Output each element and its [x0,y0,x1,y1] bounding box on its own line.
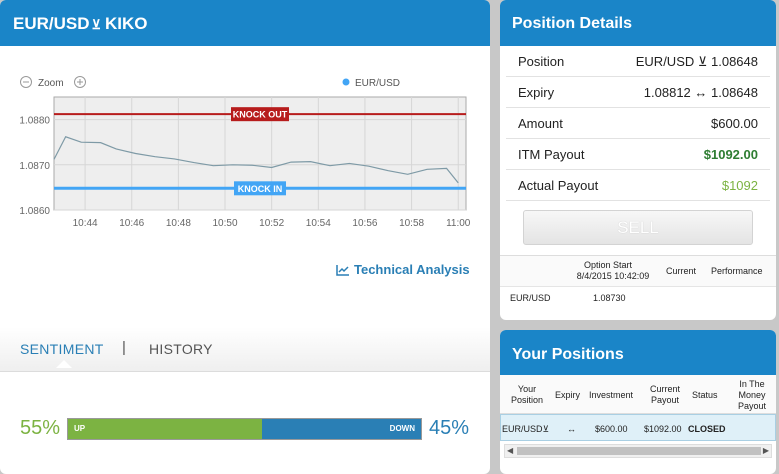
col-itm-payout: In The Money Payout [737,379,767,411]
detail-row-expiry: Expiry 1.08812 ↔ 1.08648 [506,77,770,108]
col-investment: Investment [589,390,634,400]
row-investment: $600.00 [595,424,628,434]
technical-analysis-link[interactable]: Technical Analysis [336,261,470,277]
scrollbar-thumb[interactable] [517,447,761,455]
y-tick-label: 1.0870 [19,161,50,172]
detail-key: Actual Payout [518,178,599,193]
trade-panel: EUR/USD ⊻ KIKO Zoom EUR/USD 1.0880 1.0870 1.… [0,0,490,474]
price-chart[interactable]: Zoom EUR/USD 1.0880 1.0870 1.0860 10:44 10:… [0,60,490,260]
legend-label: EUR/USD [355,78,400,89]
detail-value: $1092 [721,178,758,193]
knock-in-label: KNOCK IN [238,184,283,194]
legend-dot [342,78,350,86]
zoom-out-icon[interactable] [20,76,32,88]
knock-out-badge [231,107,289,122]
x-tick-label: 10:48 [166,218,191,229]
your-positions-title: Your Positions [500,330,776,375]
table-row[interactable]: EUR/USD⊻ ↔ $600.00 $1092.00 CLOSED [500,414,776,441]
position-details-title: Position Details [500,0,776,46]
col-expiry: Expiry [555,390,581,400]
row-current-payout: $1092.00 [644,424,682,434]
x-tick-label: 10:44 [73,218,98,229]
x-tick-label: 10:50 [213,218,238,229]
technical-analysis-label: Technical Analysis [354,262,470,278]
your-positions-panel: Your Positions Your Position Expiry Inve… [500,330,776,474]
sentiment-up-label: UP [74,424,86,433]
x-tick-label: 10:58 [399,218,424,229]
detail-value: $1092.00 [703,147,758,162]
option-table-header: Option Start 8/4/2015 10:42:09 Current P… [500,255,776,287]
sell-button[interactable]: SELL [523,210,753,245]
sentiment-up-fill [68,419,263,439]
x-tick-label: 10:52 [259,218,284,229]
option-type: KIKO [105,14,148,33]
scroll-left-icon[interactable]: ◀ [507,446,514,455]
current-label: Current [666,266,697,276]
detail-key: Position [518,54,565,69]
x-tick-label: 11:00 [446,218,471,229]
option-start-value: 1.08730 [593,293,626,303]
asset-title[interactable]: EUR/USD [13,14,90,33]
sentiment-up-percent: 55% [20,417,61,439]
asset-header: EUR/USD ⊻ KIKO [0,0,490,46]
detail-key: Expiry [518,85,555,100]
detail-value: $600.00 [711,116,758,131]
chart-icon [336,264,349,276]
detail-row-itm-payout: ITM Payout $1092.00 [506,139,770,170]
detail-row-actual-payout: Actual Payout $1092 [506,170,770,201]
tab-separator: | [122,339,127,356]
col-current-payout: Current Payout [649,384,680,405]
position-details-panel: Position Details Position EUR/USD ⊻ 1.086… [500,0,776,320]
knock-in-badge [234,181,286,196]
knock-out-label: KNOCK OUT [233,110,288,120]
tab-history[interactable]: HISTORY [149,341,213,357]
col-status: Status [692,390,718,400]
row-expiry: ↔ [567,424,576,434]
chevron-down-icon[interactable]: ⊻ [91,17,102,32]
detail-value: EUR/USD ⊻ 1.08648 [635,54,758,69]
row-position: EUR/USD⊻ [502,424,550,434]
option-start-label: Option Start [583,260,633,270]
tab-sentiment[interactable]: SENTIMENT [20,341,104,357]
y-tick-label: 1.0880 [19,116,50,127]
sentiment-bar: UP DOWN [67,418,422,440]
sentiment-down-percent: 45% [429,417,470,439]
row-status: CLOSED [688,424,726,434]
scroll-right-icon[interactable]: ▶ [762,446,769,455]
option-asset: EUR/USD [510,293,551,303]
price-series-line [53,136,459,184]
col-your-position: Your Position [510,384,544,405]
detail-key: Amount [518,116,563,131]
option-start-time: 8/4/2015 10:42:09 [576,271,650,281]
x-tick-label: 10:54 [306,218,331,229]
zoom-label: Zoom [38,78,64,89]
detail-value: 1.08812 ↔ 1.08648 [643,85,758,100]
x-tick-label: 10:46 [119,218,144,229]
detail-row-amount: Amount $600.00 [506,108,770,139]
detail-row-position: Position EUR/USD ⊻ 1.08648 [506,46,770,77]
detail-key: ITM Payout [518,147,585,162]
active-tab-pointer [56,360,72,368]
sentiment-history-tabs: SENTIMENT | HISTORY [0,327,490,372]
zoom-in-icon[interactable] [74,76,86,88]
sentiment-down-fill [262,419,421,439]
y-tick-label: 1.0860 [19,206,50,217]
sentiment-down-label: DOWN [389,424,415,433]
x-tick-label: 10:56 [352,218,377,229]
horizontal-scrollbar[interactable]: ◀ ▶ [504,444,772,458]
performance-label: Performance [711,266,763,276]
